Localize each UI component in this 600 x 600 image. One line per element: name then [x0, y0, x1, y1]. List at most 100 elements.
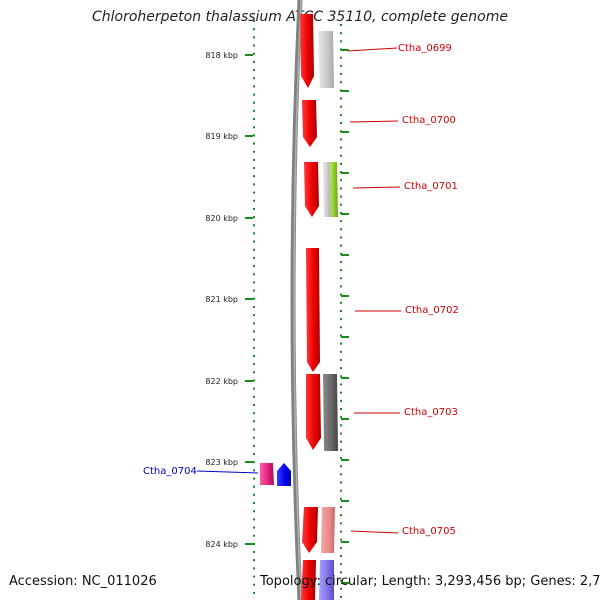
track-dot: [253, 150, 255, 153]
track-dot: [340, 64, 342, 67]
minor-tick: [341, 254, 349, 256]
minor-tick: [341, 295, 349, 297]
track-dot: [253, 493, 255, 496]
track-dot: [340, 481, 342, 484]
track-dot: [253, 44, 255, 47]
minor-tick: [341, 541, 349, 543]
track-dot: [253, 265, 255, 268]
track-dot: [340, 195, 342, 198]
gene-label-lines: [196, 47, 401, 534]
track-dot: [253, 297, 255, 300]
track-dot: [253, 526, 255, 529]
gene-ctha-0704: [277, 463, 291, 486]
tick-label-823: 823 kbp: [205, 458, 238, 467]
track-dot: [253, 444, 255, 447]
minor-tick: [341, 459, 349, 461]
major-tick: [245, 217, 253, 219]
track-dot: [340, 301, 342, 304]
minor-tick: [341, 500, 349, 502]
track-dot: [253, 183, 255, 186]
track-dot: [253, 518, 255, 521]
gene-label-ctha-0700: Ctha_0700: [402, 115, 456, 126]
track-dot: [253, 126, 255, 129]
track-dot: [340, 579, 342, 582]
track-dot: [340, 211, 342, 214]
track-dot: [253, 591, 255, 594]
backbone: [290, 0, 303, 600]
track-dot: [253, 583, 255, 586]
gene-label-ctha-0704: Ctha_0704: [143, 466, 197, 477]
track-dot: [253, 412, 255, 415]
gene-ctha-0702: [306, 248, 320, 372]
track-dot: [340, 146, 342, 149]
track-dot: [340, 138, 342, 141]
track-dot: [340, 269, 342, 272]
track-dot: [253, 52, 255, 55]
track-dot: [340, 24, 342, 26]
track-dot: [340, 162, 342, 165]
track-dot: [340, 375, 342, 378]
track-dot: [340, 203, 342, 206]
track-dot: [340, 587, 342, 590]
track-dot: [340, 571, 342, 574]
track-dot: [340, 473, 342, 476]
track-dot: [253, 314, 255, 317]
track-dot: [253, 101, 255, 104]
track-dot: [340, 244, 342, 247]
track-dot: [253, 77, 255, 80]
gene-ctha-0703: [306, 374, 321, 450]
gene-label-ctha-0705: Ctha_0705: [402, 526, 456, 537]
track-dot: [253, 379, 255, 382]
track-dot: [340, 546, 342, 549]
track-dot: [340, 73, 342, 76]
accession-text: Accession: NC_011026: [9, 574, 157, 589]
track-dot: [340, 309, 342, 312]
track-dot: [253, 502, 255, 505]
track-dot: [340, 383, 342, 386]
feature-next-purple: [319, 560, 334, 600]
feature-ctha-0701-grey: [323, 162, 331, 217]
track-dot: [253, 109, 255, 112]
track-dot: [253, 453, 255, 456]
track-dot: [253, 567, 255, 570]
minor-tick: [341, 49, 349, 51]
track-dot: [253, 175, 255, 178]
gene-ctha-0700: [302, 100, 317, 147]
track-dot: [340, 40, 342, 43]
track-dot: [253, 354, 255, 357]
track-dot: [340, 391, 342, 394]
gene-ctha-0701: [304, 162, 319, 217]
track-dot: [253, 477, 255, 480]
track-dot: [253, 469, 255, 472]
leader-ctha-0701: [352, 186, 401, 189]
feature-ctha-0704-magenta: [260, 463, 274, 485]
track-dot: [340, 220, 342, 223]
backbone-highlight: [293, 0, 302, 600]
track-dot: [340, 489, 342, 492]
track-dot: [253, 248, 255, 251]
major-tick: [245, 380, 253, 382]
track-dot: [253, 542, 255, 545]
feature-ctha-0701-green: [330, 162, 338, 217]
track-dot: [253, 330, 255, 333]
track-dot: [253, 134, 255, 137]
minor-tick: [341, 213, 349, 215]
track-dot: [253, 428, 255, 431]
track-dot: [253, 289, 255, 292]
track-dot: [340, 179, 342, 182]
scale-ticks: [245, 49, 349, 584]
track-dot: [253, 28, 255, 31]
track-dot: [253, 216, 255, 219]
track-dot: [340, 326, 342, 329]
tick-label-818: 818 kbp: [205, 51, 238, 60]
track-dot: [253, 232, 255, 235]
track-dot: [340, 350, 342, 353]
minor-tick: [341, 582, 349, 584]
track-dot: [253, 322, 255, 325]
gene-ctha-0705: [302, 507, 318, 553]
track-dot: [340, 113, 342, 116]
track-dot: [340, 236, 342, 239]
track-dot: [340, 228, 342, 231]
track-dot: [340, 342, 342, 345]
